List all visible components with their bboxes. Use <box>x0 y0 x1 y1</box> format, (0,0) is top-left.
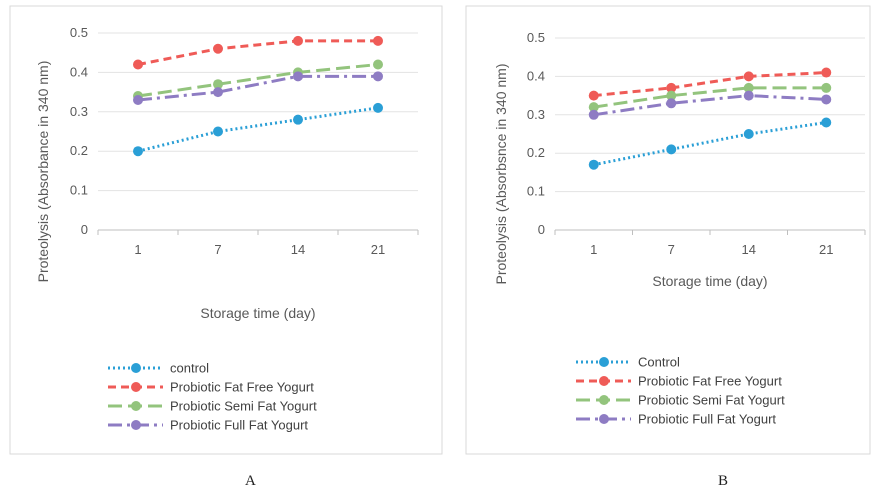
legend-item: Probiotic Semi Fat Yogurt <box>576 393 785 408</box>
x-tick-label: 7 <box>214 242 221 257</box>
data-point <box>293 114 303 125</box>
data-point <box>666 90 677 101</box>
data-point <box>213 43 223 54</box>
y-tick-label: 0.5 <box>70 25 88 40</box>
series-line <box>137 74 378 102</box>
x-tick-label: 1 <box>590 242 597 257</box>
legend-swatch-marker <box>131 420 141 430</box>
data-point <box>588 109 599 120</box>
data-point <box>743 90 754 101</box>
legend-swatch-marker <box>599 414 609 424</box>
legend-swatch-marker <box>131 401 141 411</box>
legend-item: Probiotic Full Fat Yogurt <box>108 418 308 433</box>
series-3 <box>588 90 832 120</box>
legend-swatch-marker <box>599 395 609 405</box>
data-point <box>821 117 832 128</box>
data-point <box>743 82 754 93</box>
x-tick-label: 14 <box>291 242 305 257</box>
panel-b-caption: B <box>718 473 729 489</box>
data-point <box>821 82 832 93</box>
legend-swatch-marker <box>599 357 609 367</box>
data-point <box>373 35 383 46</box>
y-tick-label: 0.2 <box>527 145 545 160</box>
series-1 <box>588 67 832 101</box>
legend-item: Probiotic Fat Free Yogurt <box>108 380 314 395</box>
data-point <box>293 71 303 82</box>
x-axis-title: Storage time (day) <box>652 273 767 289</box>
series-line <box>137 106 379 153</box>
data-point <box>743 129 754 139</box>
y-tick-label: 0.4 <box>527 68 545 83</box>
legend-label: Probiotic Semi Fat Yogurt <box>638 393 785 408</box>
y-tick-label: 0.1 <box>70 183 88 198</box>
series-line <box>593 71 827 98</box>
y-tick-label: 0.2 <box>70 143 88 158</box>
x-axis-title: Storage time (day) <box>200 305 315 321</box>
legend-item: control <box>108 361 209 376</box>
data-point <box>213 79 223 90</box>
data-point <box>293 35 303 46</box>
y-tick-label: 0 <box>538 222 545 237</box>
data-point <box>213 87 223 98</box>
panel-a-caption: A <box>245 473 256 489</box>
y-tick-label: 0.1 <box>527 184 545 199</box>
y-tick-label: 0.5 <box>527 30 545 45</box>
data-point <box>588 159 599 170</box>
y-axis-title: Proteolysis (Absorbsnce in 340 nm) <box>493 64 509 285</box>
data-point <box>373 102 383 113</box>
legend-item: Control <box>576 355 680 370</box>
series-3 <box>133 71 383 105</box>
x-tick-label: 21 <box>819 242 833 257</box>
data-point <box>666 82 677 93</box>
series-1 <box>133 35 383 70</box>
chart-panel-a: 0 0.1 0.2 0.3 0.4 0.5 1 7 14 21 Storage time (day)… <box>9 5 443 455</box>
legend-label: Control <box>638 355 680 370</box>
data-point <box>213 126 223 137</box>
data-point <box>133 146 143 157</box>
chart-panel-b: 0 0.1 0.2 0.3 0.4 0.5 1 7 14 21 Storage time (day)… <box>465 5 871 455</box>
series-0 <box>133 102 383 157</box>
legend-item: Probiotic Full Fat Yogurt <box>576 412 776 427</box>
series-line <box>137 63 379 98</box>
legend-label: control <box>170 361 209 376</box>
legend-item: Probiotic Fat Free Yogurt <box>576 374 782 389</box>
legend-label: Probiotic Fat Free Yogurt <box>638 374 782 389</box>
data-point <box>743 71 754 82</box>
legend-swatch-marker <box>131 363 141 373</box>
y-tick-label: 0.3 <box>527 107 545 122</box>
data-point <box>821 94 832 105</box>
series-line <box>593 94 827 117</box>
legend-swatch-marker <box>131 382 141 392</box>
data-point <box>373 71 383 82</box>
y-axis-title: Proteolysis (Absorbance in 340 nm) <box>35 61 51 283</box>
data-point <box>133 94 143 105</box>
data-point <box>666 98 677 109</box>
data-point <box>373 59 383 70</box>
legend-item: Probiotic Semi Fat Yogurt <box>108 399 317 414</box>
x-tick-label: 21 <box>371 242 385 257</box>
series-line <box>137 39 378 66</box>
data-point <box>588 102 599 113</box>
y-tick-label: 0.3 <box>70 104 88 119</box>
series-0 <box>588 117 832 170</box>
data-point <box>666 144 677 155</box>
legend-label: Probiotic Fat Free Yogurt <box>170 380 314 395</box>
x-tick-label: 14 <box>742 242 756 257</box>
legend-label: Probiotic Full Fat Yogurt <box>170 418 308 433</box>
x-tick-label: 7 <box>668 242 675 257</box>
legend-label: Probiotic Full Fat Yogurt <box>638 412 776 427</box>
data-point <box>588 90 599 101</box>
legend-swatch-marker <box>599 376 609 386</box>
data-point <box>133 59 143 70</box>
legend-label: Probiotic Semi Fat Yogurt <box>170 399 317 414</box>
y-tick-label: 0 <box>81 222 88 237</box>
series-2 <box>588 82 832 113</box>
x-tick-label: 1 <box>134 242 141 257</box>
data-point <box>821 67 832 78</box>
y-tick-label: 0.4 <box>70 64 88 79</box>
